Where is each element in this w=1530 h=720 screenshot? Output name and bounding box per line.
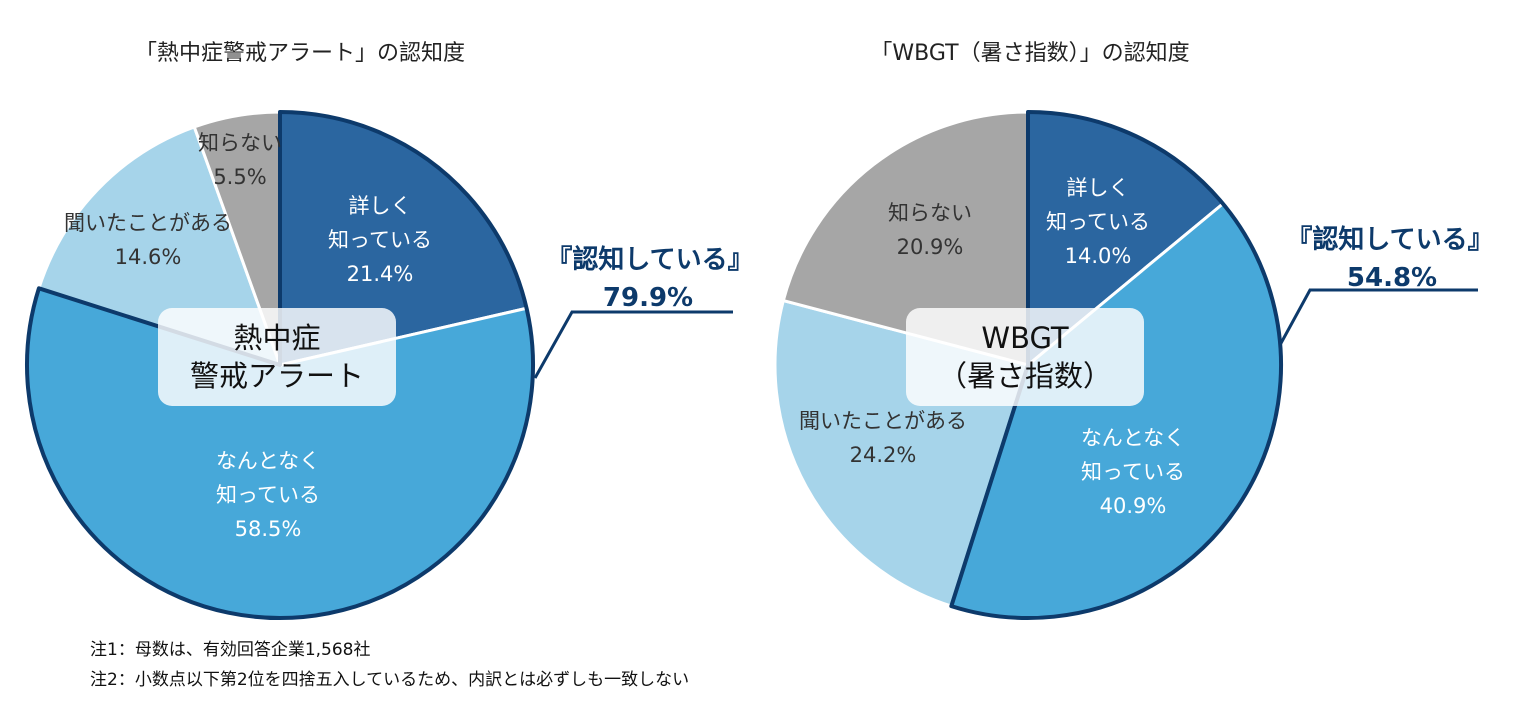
aware-outline xyxy=(949,110,1284,620)
pie-slice-3 xyxy=(781,110,1030,367)
center-label: 熱中症警戒アラート xyxy=(190,321,364,393)
slice-label-1: なんとなく知っている 40.9% xyxy=(1081,426,1185,518)
aware-value: 54.8% xyxy=(1347,263,1437,293)
slice-label-1: なんとなく知っている 58.5% xyxy=(216,449,320,541)
aware-leader-line xyxy=(533,310,733,379)
slice-label-3: 知らない 5.5% xyxy=(198,131,282,189)
pie-chart-wbgt: 「WBGT（暑さ指数）」の認知度 詳しく知っている 14.0% なんとなく知っている… xyxy=(773,41,1494,620)
slice-label-3: 知らない 20.9% xyxy=(888,201,972,259)
center-label-box xyxy=(906,308,1144,406)
center-label-box xyxy=(158,308,396,406)
center-label: WBGT （暑さ指数） xyxy=(938,321,1112,393)
slice-label-2: 聞いたことがある 24.2% xyxy=(799,409,967,467)
slice-label-0: 詳しく知っている 14.0% xyxy=(1046,176,1150,268)
aware-outline xyxy=(25,110,536,620)
pie-chart-alert: 「熱中症警戒アラート」の認知度 詳しく知っている 21.4% なんとなく知っている 5… xyxy=(25,41,754,620)
aware-label: 『認知している』 xyxy=(546,244,753,275)
chart-title-alert: 「熱中症警戒アラート」の認知度 xyxy=(135,41,465,66)
note-1: 注1：母数は、有効回答企業1,568社 xyxy=(90,640,370,660)
aware-label: 『認知している』 xyxy=(1286,224,1493,255)
slice-label-0: 詳しく知っている 21.4% xyxy=(328,194,432,286)
aware-value: 79.9% xyxy=(603,283,693,313)
chart-title-wbgt: 「WBGT（暑さ指数）」の認知度 xyxy=(870,41,1189,66)
notes: 注1：母数は、有効回答企業1,568社 注2：小数点以下第2位を四捨五入している… xyxy=(90,640,689,690)
note-2: 注2：小数点以下第2位を四捨五入しているため、内訳とは必ずしも一致しない xyxy=(90,670,689,690)
aware-leader-line xyxy=(1278,288,1478,346)
slice-label-2: 聞いたことがある 14.6% xyxy=(64,211,232,269)
